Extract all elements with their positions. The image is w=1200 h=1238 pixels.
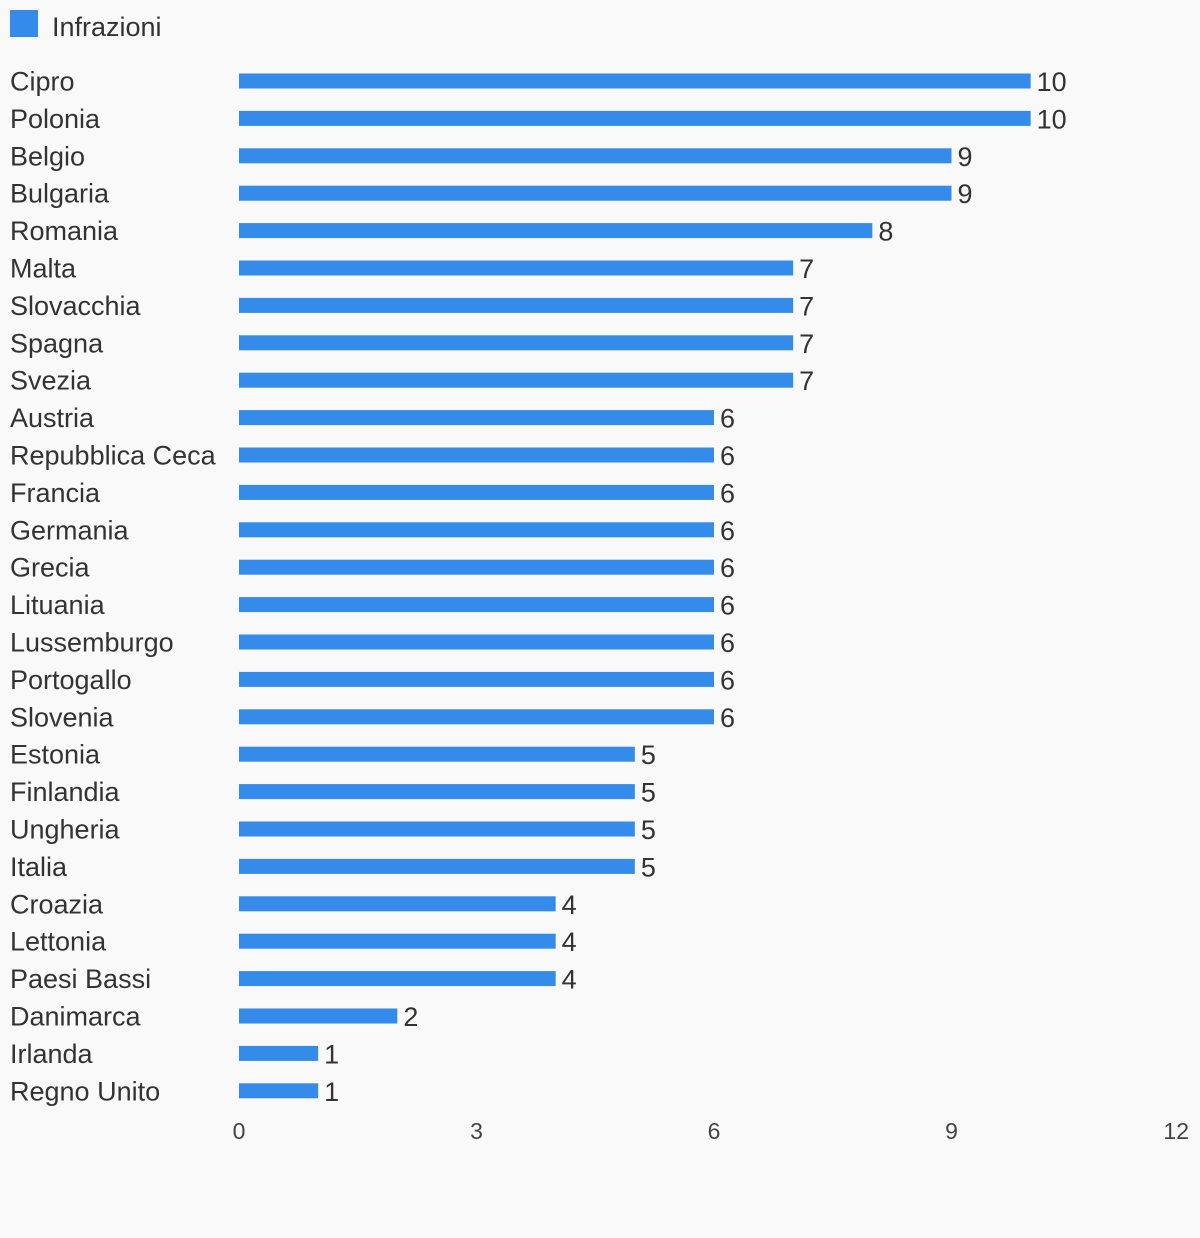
- category-label-germania: Germania: [10, 515, 130, 545]
- value-label-bulgaria: 9: [958, 179, 973, 209]
- value-label-slovenia: 6: [720, 703, 735, 733]
- category-label-polonia: Polonia: [10, 104, 101, 134]
- value-label-lettonia: 4: [562, 927, 577, 957]
- value-label-austria: 6: [720, 404, 735, 434]
- bar-lituania: [239, 597, 714, 613]
- bar-irlanda: [239, 1045, 319, 1061]
- bar-austria: [239, 410, 714, 426]
- bar-finlandia: [239, 784, 635, 800]
- bar-germania: [239, 522, 714, 538]
- bar-slovacchia: [239, 297, 794, 313]
- value-label-francia: 6: [720, 478, 735, 508]
- category-label-cipro: Cipro: [10, 67, 75, 97]
- value-label-regno-unito: 1: [324, 1077, 339, 1107]
- value-label-belgio: 9: [958, 142, 973, 172]
- category-label-danimarca: Danimarca: [10, 1002, 142, 1032]
- category-label-estonia: Estonia: [10, 740, 101, 770]
- value-label-italia: 5: [641, 852, 656, 882]
- value-label-spagna: 7: [799, 329, 814, 359]
- bar-lussemburgo: [239, 634, 714, 650]
- value-label-irlanda: 1: [324, 1039, 339, 1069]
- x-tick-label-0: 0: [233, 1118, 246, 1144]
- bar-malta: [239, 260, 794, 276]
- bar-regno-unito: [239, 1083, 319, 1099]
- legend-swatch: [10, 10, 38, 37]
- category-label-lituania: Lituania: [10, 590, 106, 620]
- value-label-svezia: 7: [799, 366, 814, 396]
- category-label-spagna: Spagna: [10, 328, 104, 358]
- category-label-lettonia: Lettonia: [10, 927, 107, 957]
- bar-italia: [239, 858, 635, 874]
- bar-svezia: [239, 372, 794, 388]
- value-label-slovacchia: 7: [799, 291, 814, 321]
- category-label-finlandia: Finlandia: [10, 777, 121, 807]
- bar-bulgaria: [239, 185, 952, 201]
- value-label-lituania: 6: [720, 591, 735, 621]
- bar-grecia: [239, 559, 714, 575]
- bar-romania: [239, 223, 873, 239]
- category-label-malta: Malta: [10, 254, 77, 284]
- category-label-grecia: Grecia: [10, 553, 91, 583]
- value-label-estonia: 5: [641, 740, 656, 770]
- category-label-italia: Italia: [10, 852, 68, 882]
- x-tick-label-6: 6: [708, 1118, 721, 1144]
- x-tick-label-9: 9: [945, 1118, 958, 1144]
- value-label-repubblica-ceca: 6: [720, 441, 735, 471]
- category-label-francia: Francia: [10, 478, 101, 508]
- bar-polonia: [239, 110, 1031, 126]
- category-label-irlanda: Irlanda: [10, 1039, 94, 1069]
- bars: [239, 73, 1031, 1099]
- value-label-malta: 7: [799, 254, 814, 284]
- x-tick-label-12: 12: [1163, 1118, 1189, 1144]
- category-label-svezia: Svezia: [10, 366, 92, 396]
- value-label-germania: 6: [720, 516, 735, 546]
- value-label-portogallo: 6: [720, 665, 735, 695]
- bar-estonia: [239, 746, 635, 762]
- category-label-repubblica-ceca: Repubblica Ceca: [10, 441, 217, 471]
- category-labels: Cipro Polonia Belgio Bulgaria Romania Malta Sl…: [10, 67, 217, 1107]
- value-label-polonia: 10: [1037, 104, 1067, 134]
- category-label-regno-unito: Regno Unito: [10, 1076, 160, 1106]
- legend: Infrazioni: [10, 10, 162, 42]
- category-label-paesi-bassi: Paesi Bassi: [10, 964, 151, 994]
- category-label-slovacchia: Slovacchia: [10, 291, 142, 321]
- value-label-ungheria: 5: [641, 815, 656, 845]
- legend-label-infrazioni: Infrazioni: [52, 12, 162, 42]
- bar-paesi-bassi: [239, 971, 556, 987]
- value-label-danimarca: 2: [403, 1002, 418, 1032]
- value-label-lussemburgo: 6: [720, 628, 735, 658]
- category-label-lussemburgo: Lussemburgo: [10, 628, 174, 658]
- category-label-croazia: Croazia: [10, 889, 104, 919]
- bar-portogallo: [239, 671, 714, 687]
- value-label-finlandia: 5: [641, 778, 656, 808]
- bar-repubblica-ceca: [239, 447, 714, 463]
- x-tick-label-3: 3: [470, 1118, 483, 1144]
- bar-lettonia: [239, 933, 556, 949]
- value-label-croazia: 4: [562, 890, 577, 920]
- bar-francia: [239, 484, 714, 500]
- bar-belgio: [239, 148, 952, 164]
- category-label-portogallo: Portogallo: [10, 665, 132, 695]
- bar-cipro: [239, 73, 1031, 89]
- value-label-cipro: 10: [1037, 67, 1067, 97]
- value-label-paesi-bassi: 4: [562, 965, 577, 995]
- category-label-belgio: Belgio: [10, 141, 85, 171]
- value-labels: 10 10 9 9 8 7 7 7 7 6 6 6 6 6 6 6 6 6 5 5 5 5 4 4 4 2 1 1: [324, 67, 1067, 1107]
- bar-croazia: [239, 896, 556, 912]
- x-axis: 0 3 6 9 12: [233, 1118, 1189, 1144]
- bar-danimarca: [239, 1008, 398, 1024]
- value-label-grecia: 6: [720, 553, 735, 583]
- category-label-austria: Austria: [10, 403, 95, 433]
- bar-spagna: [239, 335, 794, 351]
- category-label-ungheria: Ungheria: [10, 815, 121, 845]
- category-label-bulgaria: Bulgaria: [10, 179, 110, 209]
- value-label-romania: 8: [878, 217, 893, 247]
- bar-ungheria: [239, 821, 635, 837]
- category-label-romania: Romania: [10, 216, 119, 246]
- category-label-slovenia: Slovenia: [10, 702, 115, 732]
- bar-slovenia: [239, 709, 714, 725]
